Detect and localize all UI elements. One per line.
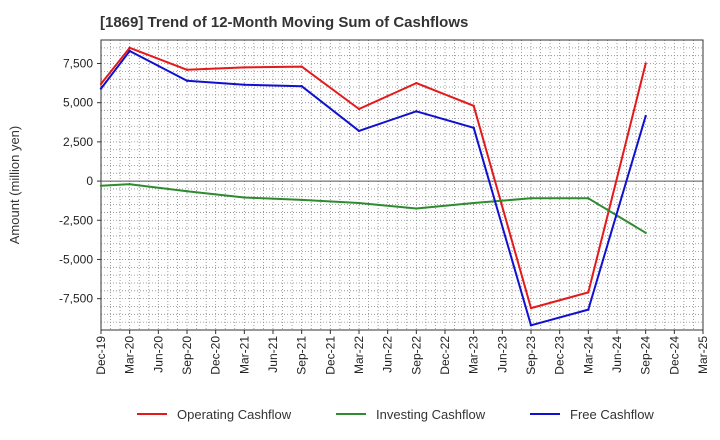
series-layer [99,46,647,327]
x-tick-label: Sep-21 [295,336,309,375]
data-point-free-cashflow [300,85,303,88]
x-tick-label: Mar-25 [696,336,710,374]
x-tick-label: Mar-20 [123,336,137,374]
x-tick-label: Dec-19 [94,336,108,375]
data-point-free-cashflow [472,126,475,129]
data-point-operating-cashflow [472,104,475,108]
data-point-investing-cashflow [357,201,361,205]
data-point-investing-cashflow [99,184,103,187]
x-tick-label: Sep-22 [409,336,423,375]
data-point-operating-cashflow [243,66,246,69]
data-point-operating-cashflow [644,62,647,65]
data-point-free-cashflow [357,129,361,133]
y-tick-label: 7,500 [63,57,93,71]
legend-label-investing-cashflow: Investing Cashflow [376,407,486,422]
y-tick-label: 2,500 [63,135,93,149]
data-point-operating-cashflow [128,46,131,50]
data-point-investing-cashflow [300,198,303,202]
data-point-free-cashflow [185,79,189,82]
axis-layer: 7,500 5,000 2,500 0 -2,500 -5,000 -7,500 Dec-19… [7,39,710,375]
data-point-operating-cashflow [529,306,533,310]
series-line-investing-cashflow [100,183,647,234]
data-point-free-cashflow [243,83,246,86]
x-tick-label: Dec-23 [553,336,567,375]
data-point-free-cashflow [529,324,533,327]
series-line-free-cashflow [100,50,647,327]
y-tick-label: 0 [86,174,93,188]
x-tick-label: Jun-20 [151,336,165,373]
data-point-operating-cashflow [185,68,189,71]
x-tick-label: Sep-24 [639,336,653,375]
data-point-free-cashflow [644,114,647,118]
x-tick-label: Jun-21 [266,336,280,373]
x-tick-label: Dec-21 [323,336,337,375]
x-tick-label: Mar-23 [467,336,481,374]
chart-title: [1869] Trend of 12-Month Moving Sum of C… [100,14,469,31]
data-point-free-cashflow [128,49,131,53]
data-point-operating-cashflow [99,82,103,86]
data-point-investing-cashflow [415,207,418,210]
x-tick-label: Mar-22 [352,336,366,374]
x-tick-label: Jun-24 [610,336,624,373]
x-tick-label: Mar-21 [237,336,251,374]
y-tick-label: 5,000 [63,96,93,110]
x-tick-label: Dec-24 [667,336,681,375]
legend: Operating Cashflow Investing Cashflow Free… [137,407,654,422]
x-tick-label: Sep-20 [180,336,194,375]
data-point-free-cashflow [99,87,103,90]
data-point-investing-cashflow [128,183,131,186]
x-tick-label: Jun-23 [495,336,509,373]
x-tick-label: Dec-20 [209,336,223,375]
data-point-operating-cashflow [357,107,361,111]
plot-frame [100,39,704,331]
data-point-operating-cashflow [300,65,303,68]
data-point-investing-cashflow [185,190,189,193]
grid-layer [100,40,704,330]
data-point-operating-cashflow [415,81,418,85]
x-tick-label: Jun-22 [381,336,395,373]
data-point-free-cashflow [587,308,590,311]
data-point-investing-cashflow [243,196,246,199]
x-tick-label: Dec-22 [438,336,452,375]
legend-label-free-cashflow: Free Cashflow [570,407,654,422]
data-point-free-cashflow [415,110,418,113]
data-point-investing-cashflow [472,201,475,205]
y-tick-label: -5,000 [59,252,93,266]
legend-label-operating-cashflow: Operating Cashflow [177,407,292,422]
data-point-investing-cashflow [529,197,533,200]
data-point-operating-cashflow [587,291,590,294]
y-tick-label: -7,500 [59,292,93,306]
y-tick-label: -2,500 [59,213,93,227]
y-axis-title: Amount (million yen) [7,126,22,245]
x-tick-label: Mar-24 [581,336,595,374]
data-point-investing-cashflow [587,197,590,200]
x-tick-label: Sep-23 [524,336,538,375]
data-point-investing-cashflow [644,231,647,235]
